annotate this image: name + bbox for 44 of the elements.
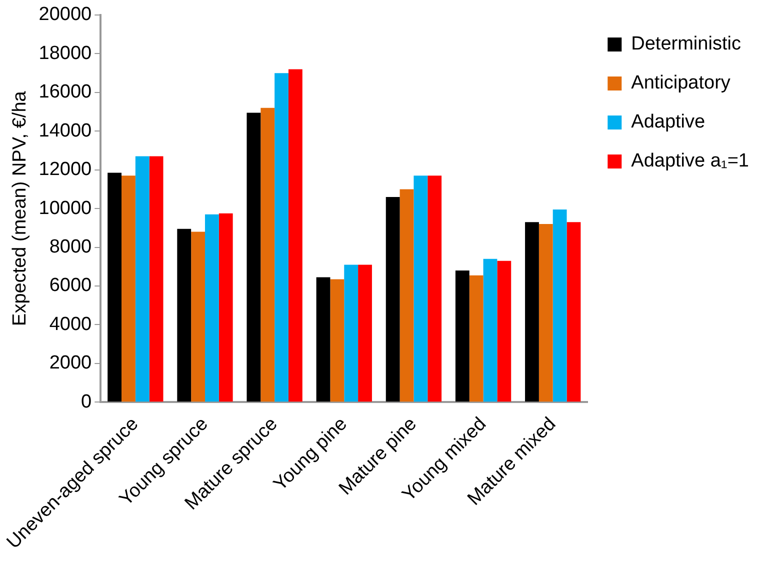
bar: [149, 156, 164, 402]
bar: [288, 69, 302, 402]
bar: [469, 275, 484, 402]
bar: [566, 222, 581, 402]
bar: [191, 232, 205, 402]
y-tick-label: 0: [81, 391, 92, 412]
bar: [428, 176, 442, 402]
y-tick-label: 6000: [49, 275, 92, 296]
legend-label: Deterministic: [631, 34, 741, 55]
bar: [552, 210, 567, 402]
y-tick-label: 4000: [49, 314, 92, 335]
y-tick-label: 20000: [38, 4, 92, 26]
y-tick-label: 14000: [38, 120, 92, 142]
bar: [204, 214, 219, 402]
legend-label: Adaptive a₁=1: [631, 150, 749, 172]
bar: [108, 172, 122, 402]
y-axis-title: Expected (mean) NPV, €/ha: [10, 90, 31, 326]
bar: [135, 156, 150, 402]
bar: [525, 222, 539, 402]
bar: [122, 176, 136, 402]
y-tick-label: 2000: [49, 352, 92, 374]
bar: [177, 228, 192, 402]
legend-label: Adaptive: [631, 112, 706, 133]
bar: [455, 270, 470, 402]
bar: [246, 112, 261, 402]
bar: [344, 264, 358, 402]
y-tick-label: 12000: [38, 159, 92, 180]
y-tick-label: 16000: [38, 82, 92, 103]
bar: [414, 176, 428, 402]
bar: [316, 277, 330, 402]
bar: [358, 264, 372, 402]
bar: [330, 279, 344, 402]
bar: [538, 224, 553, 402]
bar: [218, 213, 233, 402]
y-tick-label: 10000: [38, 198, 92, 219]
y-tick-label: 8000: [49, 236, 92, 258]
bar: [274, 73, 288, 402]
bar: [400, 189, 414, 402]
y-tick-label: 18000: [38, 42, 92, 64]
legend-label: Anticipatory: [631, 72, 731, 94]
bar: [386, 196, 400, 402]
bar: [497, 260, 512, 402]
bar: [260, 108, 275, 402]
bar: [483, 258, 498, 402]
